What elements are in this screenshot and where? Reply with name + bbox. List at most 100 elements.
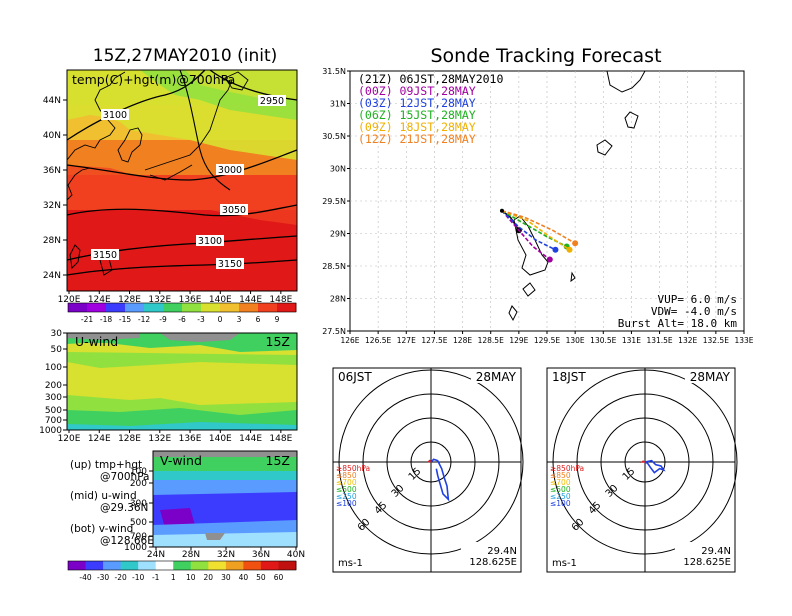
track-lon-tick-label: 128.5E — [478, 336, 504, 345]
hodograph-label-bg — [685, 370, 733, 383]
hodograph-level-label: ≤700 — [336, 478, 357, 487]
track-legend-item: (03Z) 12JST,28MAY — [358, 96, 476, 110]
temp-colorbar-tick: -18 — [100, 315, 112, 324]
hodograph-label-bg — [549, 370, 595, 383]
wind-colorbar-tick: -20 — [114, 573, 126, 582]
map-lon-tick-label: 120E — [58, 295, 81, 305]
vdw-text: VDW= -4.0 m/s — [651, 305, 737, 318]
wind-colorbar-tick: 20 — [204, 573, 214, 582]
hodograph-label-bg — [471, 370, 519, 383]
temp-colorbar-tick: 3 — [237, 315, 242, 324]
temp-colorbar-swatch — [125, 303, 145, 312]
hodograph-frame — [332, 367, 522, 573]
wind-colorbar — [67, 560, 297, 571]
track-lat-ticks: 31.5N 31N 30.5N 30N 29.5N 29N 28.5N 28N 27.5N — [322, 67, 350, 336]
wind-colorbar-tick: -10 — [132, 573, 144, 582]
track-lon-tick-label: 129.5E — [534, 336, 560, 345]
track-lat-tick-label: 28N — [330, 295, 346, 304]
hodograph-level-label: ≥850hPa — [550, 464, 584, 473]
wind-colorbar-swatch — [138, 561, 157, 570]
hodograph-label-bg — [335, 370, 381, 383]
hodograph-time: 18JST — [552, 370, 586, 384]
temp-colorbar-ticks: -21 -18 -15 -12 -9 -6 -3 0 3 6 9 — [81, 315, 280, 324]
temp-colorbar-swatch — [239, 303, 259, 312]
uwind-y-tick-label: 100 — [45, 363, 62, 373]
track-lon-tick-label: 128E — [453, 336, 472, 345]
map-lat-tick-label: 24N — [43, 271, 61, 281]
track-lon-tick-label: 126E — [340, 336, 359, 345]
hodograph-level-label: ≤250 — [550, 492, 571, 501]
vwind-x-tick-label: 28N — [182, 550, 200, 560]
left-title: 15Z,27MAY2010 (init) — [93, 46, 278, 66]
hodograph-date: 28MAY — [476, 370, 517, 384]
map-lon-tick-label: 132E — [148, 295, 171, 305]
hodograph-level-label: ≤100 — [550, 499, 571, 508]
track-lon-tick-label: 127.5E — [421, 336, 447, 345]
vwind-x-tick-label: 32N — [217, 550, 235, 560]
contour-label-bg — [101, 109, 129, 120]
uwind-x-tick-label: 132E — [148, 434, 171, 444]
hodograph-date: 28MAY — [690, 370, 731, 384]
track-lat-tick-label: 29.5N — [322, 197, 346, 206]
map-lat-tick-label: 28N — [43, 236, 61, 246]
contour-label-bg — [258, 95, 286, 106]
hodograph-lat: 29.4N — [487, 546, 517, 557]
hodograph-label-bg — [335, 556, 365, 569]
wind-colorbar-tick: 40 — [239, 573, 249, 582]
track-lat-tick-label: 30N — [330, 165, 346, 174]
temp-colorbar-tick: -21 — [81, 315, 93, 324]
wind-colorbar-tick: 60 — [274, 573, 284, 582]
hodograph-level-label: ≤100 — [336, 499, 357, 508]
contour-label-bg — [220, 204, 248, 215]
hodograph-level-label: ≤850 — [336, 471, 357, 480]
track-lat-tick-label: 29N — [330, 230, 346, 239]
contour-label-bg — [91, 249, 119, 260]
wind-colorbar-tick: -40 — [79, 573, 91, 582]
contour-label-bg — [216, 164, 244, 175]
uwind-label: U-wind — [75, 334, 118, 349]
burst-alt-text: Burst Alt= 18.0 km — [618, 317, 738, 330]
hodograph-time: 06JST — [338, 370, 372, 384]
hodograph-lat: 29.4N — [701, 546, 731, 557]
temp-colorbar-swatch — [277, 303, 297, 312]
hodograph-unit: ms-1 — [338, 558, 363, 569]
track-legend-header: (21Z) 06JST,28MAY2010 — [358, 72, 503, 86]
wind-colorbar-ticks: -40 -30 -20 -10 -1 1 10 20 30 40 50 60 — [79, 573, 283, 582]
vwind-x-tick-label: 36N — [252, 550, 270, 560]
wind-colorbar-tick: -1 — [152, 573, 160, 582]
track-legend-item: (06Z) 15JST,28MAY — [358, 108, 476, 122]
track-lon-ticks: 126E 126.5E 127E 127.5E 128E 128.5E 129E 129.5E… — [340, 331, 754, 345]
map-lat-ticks: 44N 40N 36N 32N 28N 24N — [43, 96, 67, 281]
uwind-x-tick-label: 148E — [269, 434, 292, 444]
hodograph-level-label: ≤850 — [550, 471, 571, 480]
temp-colorbar-swatch — [144, 303, 164, 312]
uwind-x-tick-label: 140E — [209, 434, 232, 444]
track-grid — [350, 71, 744, 331]
hodograph-trace — [430, 458, 450, 502]
uwind-panel: U-wind 15Z — [66, 332, 298, 431]
map-lon-tick-label: 124E — [88, 295, 111, 305]
contour-label: 3100 — [198, 236, 222, 247]
wind-colorbar-tick: 10 — [186, 573, 196, 582]
track-lat-tick-label: 28.5N — [322, 262, 346, 271]
uwind-x-tick-label: 124E — [88, 434, 111, 444]
temp-colorbar-swatch — [87, 303, 107, 312]
track-lat-tick-label: 30.5N — [322, 132, 346, 141]
temp-colorbar-tick: 9 — [275, 315, 280, 324]
uwind-x-tick-label: 120E — [58, 434, 81, 444]
track-lon-tick-label: 131.5E — [646, 336, 672, 345]
wind-colorbar-tick: 30 — [221, 573, 231, 582]
uwind-y-tick-label: 30 — [51, 329, 63, 339]
hodograph-label-bg — [461, 542, 519, 555]
uwind-y-tick-label: 1000 — [39, 426, 62, 436]
vwind-x-tick-label: 40N — [287, 550, 305, 560]
temp-colorbar-tick: 0 — [218, 315, 223, 324]
track-lon-tick-label: 130.5E — [590, 336, 616, 345]
wind-colorbar-frame — [67, 560, 297, 571]
hodograph-frame — [546, 367, 736, 573]
